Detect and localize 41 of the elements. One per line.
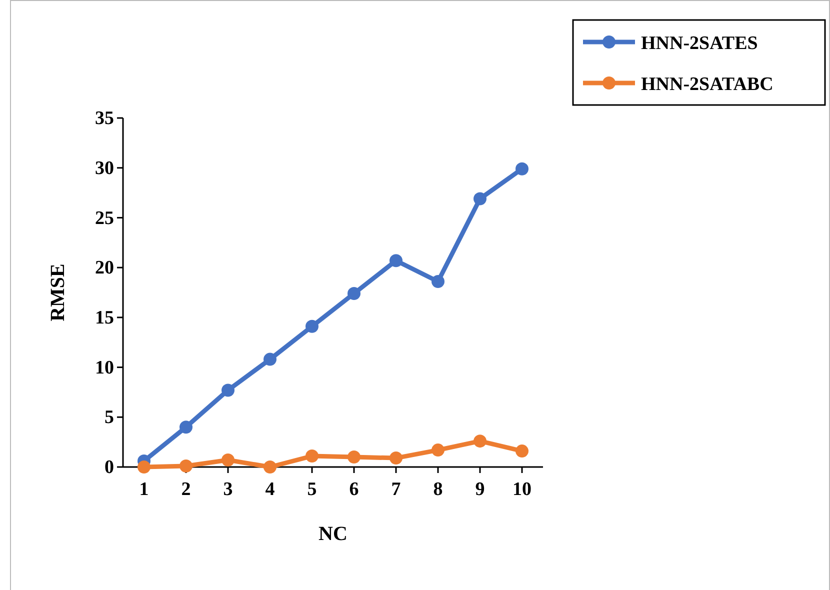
point	[222, 384, 234, 397]
point	[180, 460, 192, 473]
point	[264, 352, 276, 366]
x-tick-label: 1	[139, 479, 149, 500]
point	[432, 444, 444, 457]
x-tick-label: 4	[265, 479, 276, 500]
y-tick-label: 20	[95, 258, 114, 279]
point	[348, 450, 360, 464]
y-tick-label: 15	[95, 308, 114, 329]
x-tick-label: 7	[391, 479, 402, 500]
point	[222, 454, 234, 467]
point	[306, 450, 318, 463]
point	[306, 320, 318, 333]
x-axis-title: NC	[318, 523, 348, 545]
legend-label: HNN-2SATABC	[641, 74, 774, 95]
x-tick-label: 9	[475, 479, 485, 500]
legend-label: HNN-2SATES	[641, 33, 758, 54]
point	[390, 452, 402, 465]
y-axis-title: RMSE	[47, 264, 69, 322]
x-tick-label: 3	[223, 479, 233, 500]
point	[474, 192, 486, 206]
x-tick-label: 8	[433, 479, 443, 500]
point	[516, 162, 528, 176]
x-tick-label: 6	[349, 479, 359, 500]
point	[180, 420, 192, 434]
point	[264, 460, 276, 474]
point	[516, 444, 528, 458]
point	[348, 286, 360, 300]
x-tick-label: 10	[512, 479, 532, 500]
x-tick-label: 5	[307, 479, 317, 500]
y-tick-label: 10	[95, 357, 114, 378]
y-tick-label: 30	[95, 158, 114, 179]
y-tick-label: 35	[95, 108, 114, 130]
x-tick-label: 2	[181, 479, 191, 500]
point	[474, 434, 486, 448]
point	[138, 460, 150, 474]
point	[432, 275, 444, 288]
y-tick-label: 5	[104, 407, 114, 428]
point	[390, 254, 402, 268]
y-tick-label: 25	[95, 208, 114, 229]
y-tick-label: 0	[104, 457, 114, 478]
